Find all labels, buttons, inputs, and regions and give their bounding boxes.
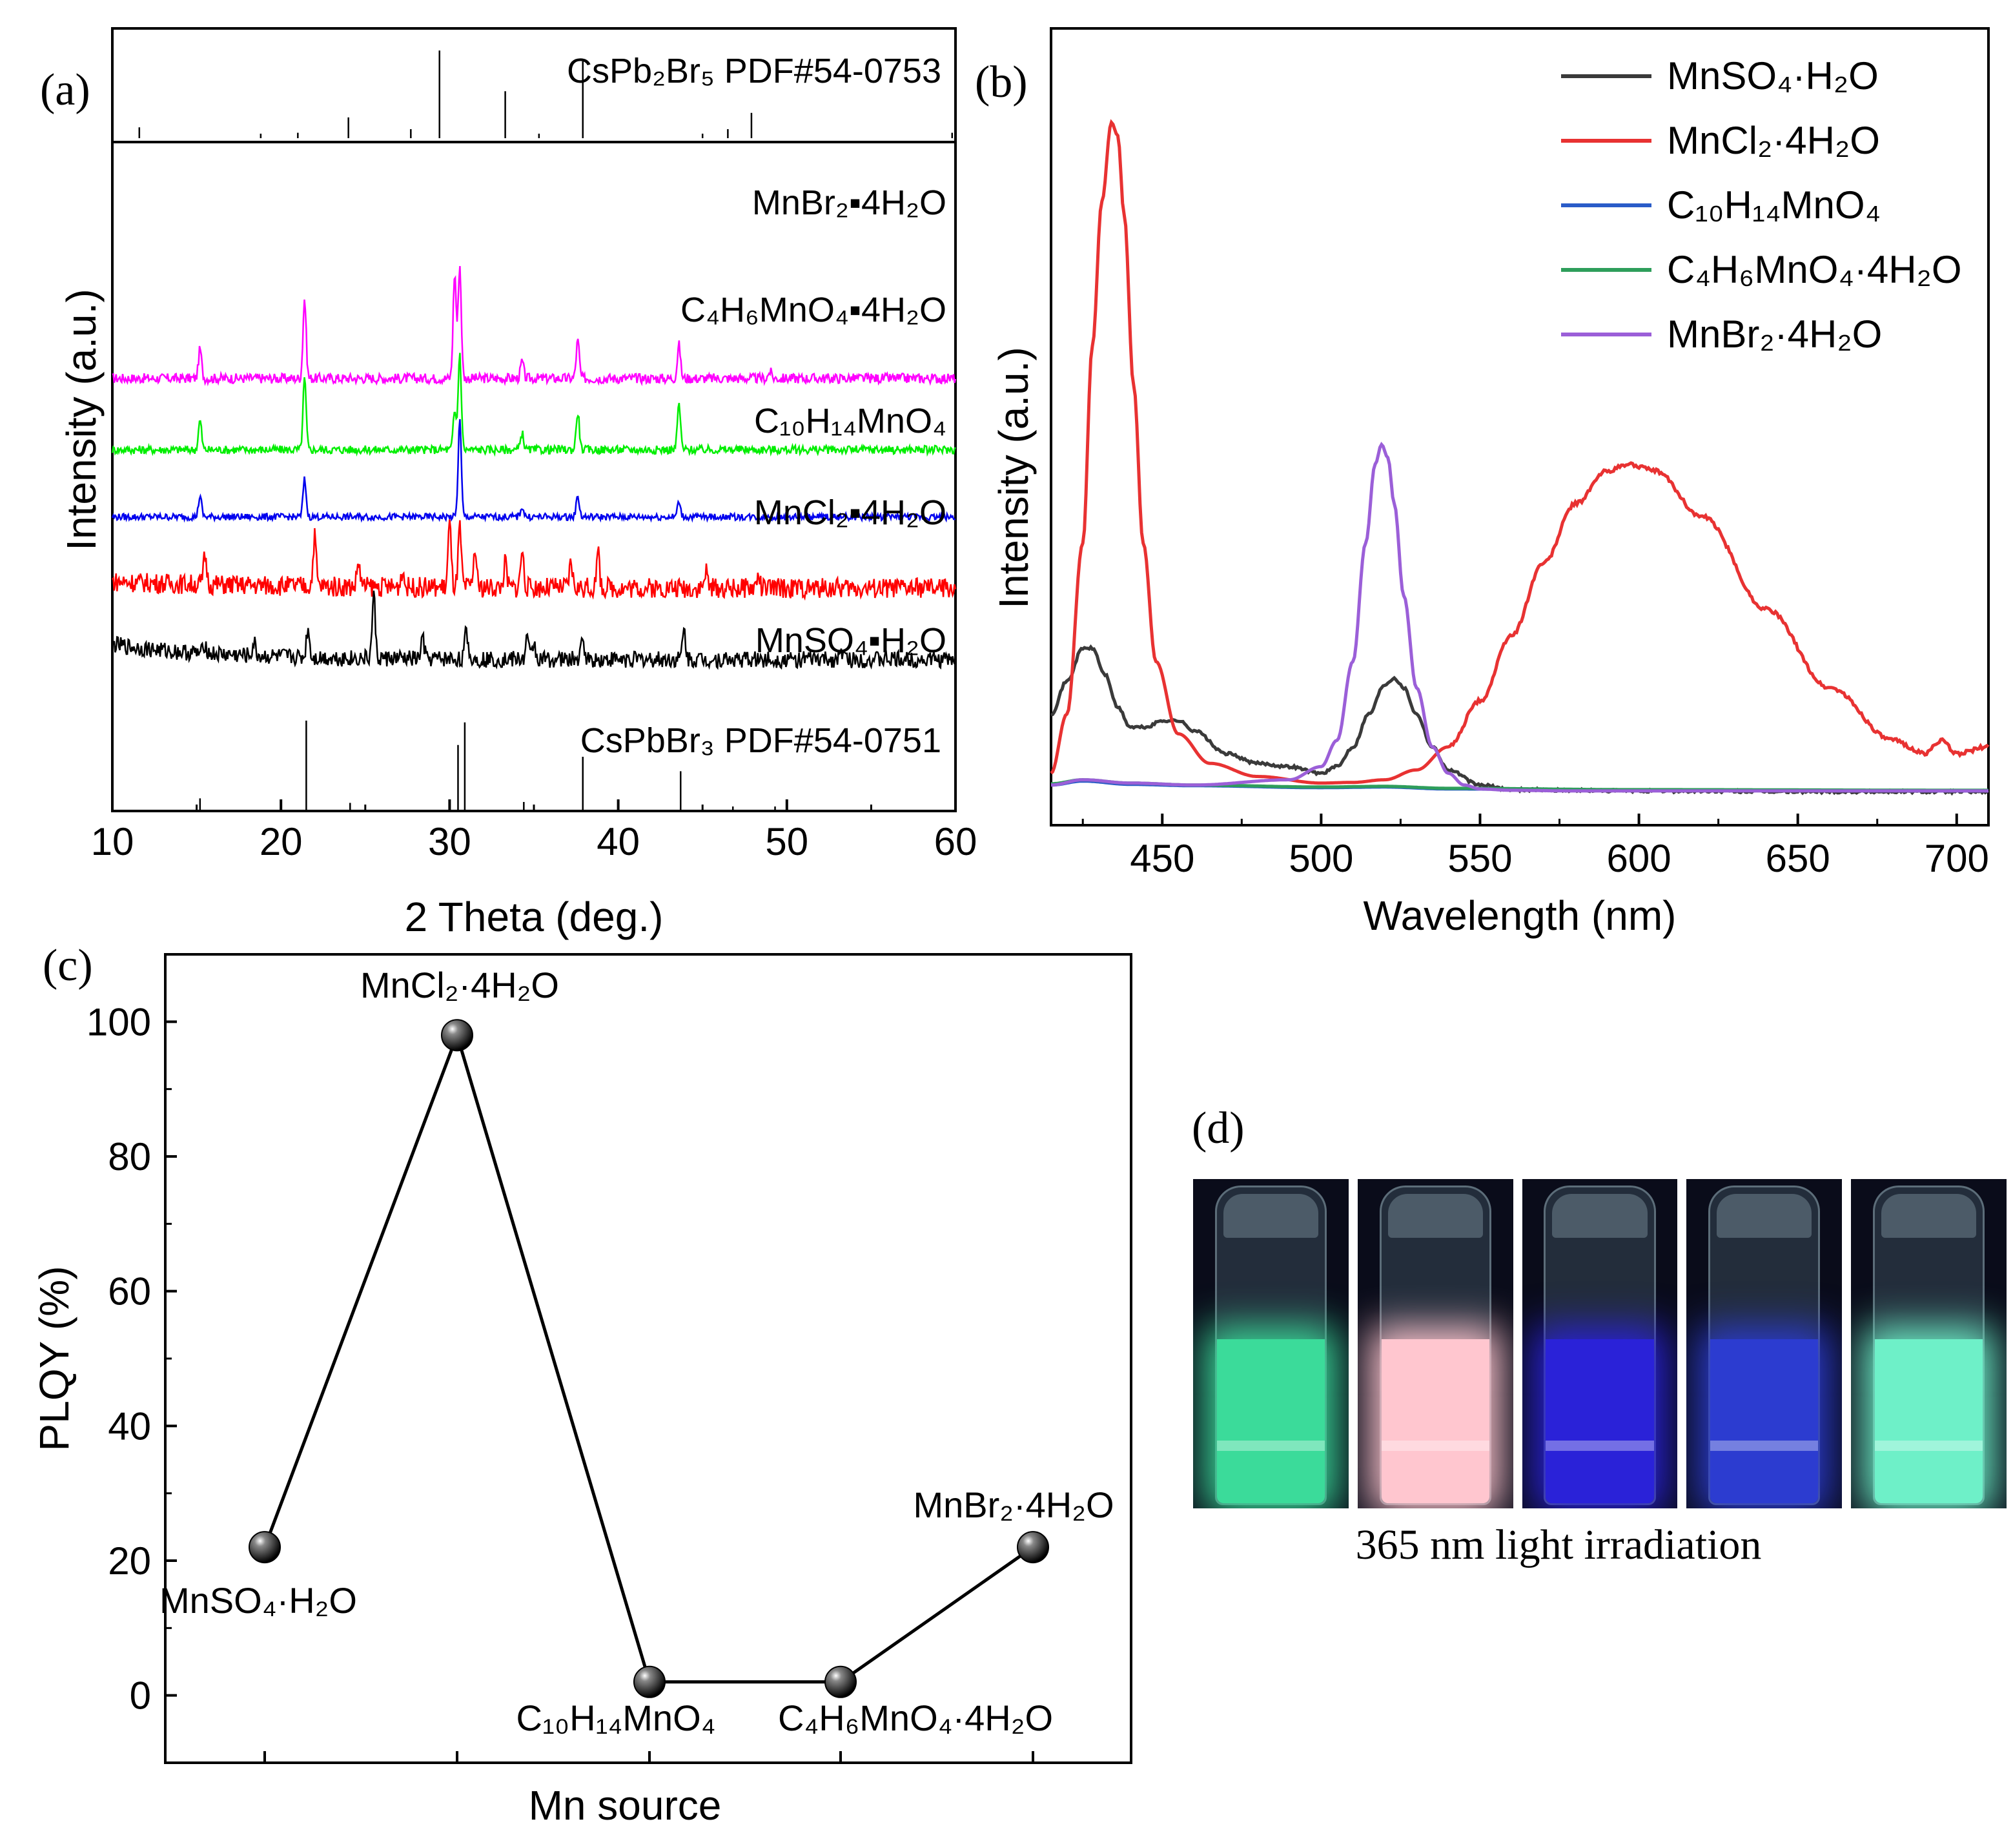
point-label-c-2: C₁₀H₁₄MnO₄ bbox=[516, 1698, 716, 1738]
panel-b-frame bbox=[1050, 27, 1990, 826]
xrd-series-0 bbox=[112, 266, 957, 387]
panel-a-ref-top bbox=[138, 50, 954, 138]
a-xtick-label-1: 20 bbox=[260, 820, 303, 863]
panel-a-xlabel: 2 Theta (deg.) bbox=[405, 894, 664, 940]
c-ytick-label-1: 20 bbox=[108, 1539, 151, 1583]
panel-c-line bbox=[249, 1019, 1049, 1698]
panel-c-axes: 0 20 40 60 80 100 bbox=[87, 953, 1034, 1764]
vial-photo-3 bbox=[1522, 1179, 1678, 1508]
vial-photo-5 bbox=[1851, 1179, 2007, 1508]
a-xtick-label-5: 60 bbox=[934, 820, 977, 863]
legend-label-b-0: MnSO₄·H₂O bbox=[1667, 54, 1879, 98]
panel-b: (b) 450 500 550 600 650 700 MnSO₄·H₂O MnCl₂·4… bbox=[975, 27, 1990, 939]
xrd-series-4 bbox=[111, 590, 957, 670]
c-ytick-label-0: 0 bbox=[130, 1674, 151, 1718]
point-label-c-4: MnBr₂·4H₂O bbox=[913, 1484, 1114, 1525]
panel-d: (d) 365 nm light irradiation bbox=[1192, 1104, 1761, 1568]
a-xtick-label-4: 50 bbox=[765, 820, 808, 863]
vial-photo-4 bbox=[1686, 1179, 1843, 1508]
panel-b-legend: MnSO₄·H₂O MnCl₂·4H₂O C₁₀H₁₄MnO₄ C₄H₆MnO₄… bbox=[1561, 54, 1962, 356]
panel-a-label: (a) bbox=[40, 65, 90, 115]
photo-caption: 365 nm light irradiation bbox=[1356, 1521, 1762, 1568]
panel-a: (a) 10 20 30 40 50 60 CsPb₂Br₅ PDF#54-0753 Cs… bbox=[40, 27, 977, 940]
c-ytick-label-3: 60 bbox=[108, 1270, 151, 1313]
legend-label-b-4: MnBr₂·4H₂O bbox=[1667, 313, 1882, 356]
panel-a-x-axis: 10 20 30 40 50 60 bbox=[91, 799, 977, 863]
a-xtick-label-0: 10 bbox=[91, 820, 134, 863]
plqy-point-3 bbox=[824, 1665, 857, 1698]
panel-a-ref-bottom bbox=[199, 721, 776, 811]
panel-a-series bbox=[111, 266, 957, 670]
xrd-series-3 bbox=[112, 519, 957, 601]
xrd-series-2 bbox=[111, 419, 956, 523]
legend-label-b-1: MnCl₂·4H₂O bbox=[1667, 119, 1880, 162]
b-xtick-label-0: 450 bbox=[1130, 837, 1194, 880]
c-ytick-label-5: 100 bbox=[87, 1000, 151, 1043]
panel-d-label: (d) bbox=[1192, 1104, 1245, 1153]
series-label-a-1: C₄H₆MnO₄▪4H₂O bbox=[680, 291, 946, 329]
panel-b-label: (b) bbox=[975, 57, 1028, 107]
pl-series-0 bbox=[1050, 644, 1990, 796]
point-label-c-1: MnCl₂·4H₂O bbox=[360, 965, 559, 1005]
panel-b-x-axis: 450 500 550 600 650 700 bbox=[1081, 814, 1989, 880]
ref-bottom-label: CsPbBr₃ PDF#54-0751 bbox=[580, 721, 941, 760]
legend-label-b-3: C₄H₆MnO₄·4H₂O bbox=[1667, 248, 1962, 291]
panel-a-ylabel: Intensity (a.u.) bbox=[58, 289, 105, 551]
vial-photos bbox=[1193, 1179, 2007, 1508]
point-label-c-3: C₄H₆MnO₄·4H₂O bbox=[778, 1698, 1053, 1738]
series-label-a-2: C₁₀H₁₄MnO₄ bbox=[754, 402, 946, 440]
panel-c: (c) 0 20 40 60 80 100 MnCl₂·4H₂O MnSO₄·H₂O C₁… bbox=[31, 941, 1132, 1829]
plqy-point-4 bbox=[1017, 1531, 1049, 1564]
pl-series-1 bbox=[1050, 119, 1990, 785]
panel-b-xlabel: Wavelength (nm) bbox=[1364, 892, 1677, 939]
xrd-series-1 bbox=[111, 353, 957, 457]
vial-photo-2 bbox=[1357, 1179, 1513, 1508]
legend-label-b-2: C₁₀H₁₄MnO₄ bbox=[1667, 183, 1881, 227]
plqy-point-1 bbox=[441, 1019, 473, 1052]
plqy-line bbox=[263, 1030, 1034, 1684]
series-label-a-3: MnCl₂▪4H₂O bbox=[754, 493, 946, 532]
panel-c-frame bbox=[164, 953, 1132, 1764]
c-ytick-label-2: 40 bbox=[108, 1404, 151, 1448]
ref-top-label: CsPb₂Br₅ PDF#54-0753 bbox=[567, 52, 941, 90]
b-xtick-label-5: 700 bbox=[1925, 837, 1989, 880]
series-label-a-4: MnSO₄▪H₂O bbox=[755, 621, 946, 660]
b-xtick-label-4: 650 bbox=[1766, 837, 1830, 880]
c-ytick-label-4: 80 bbox=[108, 1135, 151, 1178]
panel-b-ylabel: Intensity (a.u.) bbox=[990, 347, 1037, 609]
b-xtick-label-3: 600 bbox=[1607, 837, 1671, 880]
point-label-c-0: MnSO₄·H₂O bbox=[159, 1580, 357, 1621]
panel-c-ylabel: PLQY (%) bbox=[31, 1266, 77, 1452]
series-label-a-0: MnBr₂▪4H₂O bbox=[752, 183, 946, 222]
vial-photo-1 bbox=[1193, 1179, 1349, 1508]
a-xtick-label-2: 30 bbox=[428, 820, 471, 863]
a-xtick-label-3: 40 bbox=[597, 820, 640, 863]
panel-b-series bbox=[1050, 119, 1990, 796]
plqy-point-2 bbox=[633, 1665, 666, 1698]
plqy-point-0 bbox=[249, 1531, 281, 1564]
panel-c-label: (c) bbox=[43, 941, 93, 991]
panel-c-xlabel: Mn source bbox=[529, 1782, 722, 1829]
b-xtick-label-2: 550 bbox=[1447, 837, 1512, 880]
b-xtick-label-1: 500 bbox=[1289, 837, 1353, 880]
pl-series-4 bbox=[1050, 442, 1988, 793]
